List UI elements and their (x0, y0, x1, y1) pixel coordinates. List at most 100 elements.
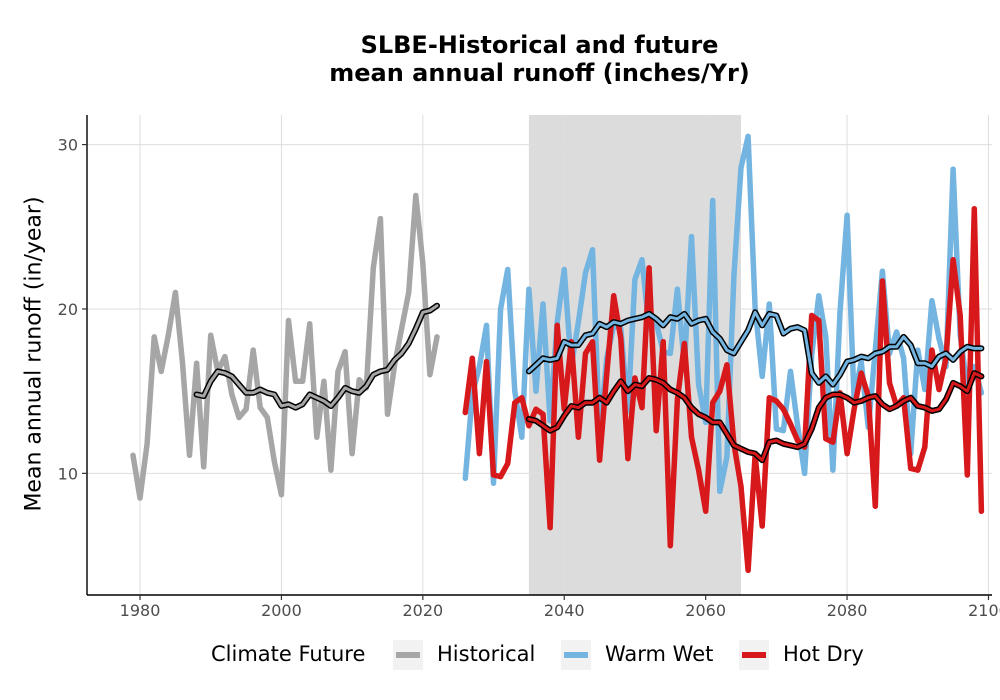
data-point-hot-dry (483, 359, 490, 365)
data-point-hot-dry (554, 322, 560, 328)
data-point-historical (151, 334, 157, 340)
data-point-hot-dry (830, 439, 836, 445)
data-point-warm-wet (526, 286, 532, 292)
data-point-historical (370, 265, 376, 271)
data-point-hot-dry (872, 503, 878, 509)
data-point-hot-dry (710, 400, 716, 406)
data-point-historical (201, 464, 207, 470)
data-point-warm-wet (823, 334, 829, 340)
data-point-hot-dry (738, 483, 744, 490)
data-point-historical (271, 459, 277, 465)
data-point-hot-dry (582, 350, 589, 356)
data-point-historical (278, 492, 284, 498)
legend-label-historical: Historical (437, 642, 536, 666)
data-point-hot-dry (809, 312, 815, 319)
data-point-historical (413, 192, 419, 199)
data-point-hot-dry (957, 312, 963, 319)
data-point-warm-wet (759, 373, 765, 379)
data-point-hot-dry (787, 421, 794, 427)
data-point-historical (377, 216, 383, 222)
legend-swatch (742, 652, 766, 658)
data-point-warm-wet (936, 336, 942, 342)
data-point-historical (384, 411, 391, 417)
data-point-historical (222, 354, 228, 360)
data-point-warm-wet (688, 234, 695, 240)
data-point-hot-dry (950, 257, 956, 263)
data-point-hot-dry (816, 317, 822, 324)
data-point-hot-dry (575, 434, 582, 440)
data-point-hot-dry (858, 370, 864, 376)
data-point-historical (186, 452, 193, 458)
data-point-hot-dry (681, 340, 688, 347)
data-point-hot-dry (773, 398, 780, 404)
data-point-hot-dry (547, 525, 553, 531)
data-point-warm-wet (724, 454, 730, 460)
data-point-historical (434, 334, 440, 340)
data-point-hot-dry (823, 436, 829, 442)
data-point-hot-dry (533, 406, 539, 412)
data-point-hot-dry (674, 396, 681, 402)
legend-key-historical (393, 640, 423, 670)
data-point-historical (349, 451, 355, 457)
data-point-hot-dry (936, 386, 942, 393)
data-point-historical (243, 406, 249, 412)
data-point-hot-dry (618, 336, 624, 342)
data-point-hot-dry (646, 265, 652, 271)
data-point-historical (293, 378, 299, 384)
data-point-warm-wet (901, 355, 907, 361)
y-tick-label: 30 (58, 136, 78, 155)
data-point-warm-wet (830, 467, 836, 473)
data-point-historical (236, 414, 242, 421)
data-point-warm-wet (498, 306, 504, 312)
data-point-warm-wet (816, 293, 822, 299)
x-tick-label: 2000 (261, 601, 302, 620)
data-point-warm-wet (802, 470, 808, 476)
data-point-warm-wet (589, 247, 596, 253)
data-point-historical (328, 467, 334, 473)
data-point-warm-wet (773, 426, 780, 432)
data-point-warm-wet (476, 363, 482, 370)
data-point-hot-dry (653, 428, 659, 434)
data-point-historical (165, 332, 171, 338)
data-point-historical (399, 326, 405, 332)
data-point-hot-dry (922, 444, 928, 450)
x-tick-label: 2080 (827, 601, 868, 620)
data-point-hot-dry (717, 388, 723, 394)
data-point-historical (179, 359, 185, 365)
data-point-historical (314, 434, 320, 440)
x-tick-label: 2100 (968, 601, 1000, 620)
data-point-warm-wet (462, 475, 468, 481)
data-point-historical (406, 289, 412, 296)
data-point-hot-dry (625, 456, 631, 462)
data-point-historical (172, 289, 178, 296)
data-point-hot-dry (971, 206, 977, 212)
data-point-hot-dry (759, 523, 765, 529)
data-point-historical (208, 332, 214, 338)
data-point-hot-dry (696, 467, 702, 473)
data-point-historical (307, 321, 313, 327)
data-point-warm-wet (894, 329, 900, 335)
data-point-historical (321, 378, 327, 384)
data-point-hot-dry (589, 339, 596, 345)
data-point-hot-dry (908, 465, 914, 471)
data-point-hot-dry (844, 451, 850, 457)
y-tick-label: 10 (58, 464, 78, 483)
data-point-warm-wet (483, 322, 490, 328)
data-point-warm-wet (582, 270, 589, 276)
data-point-warm-wet (505, 266, 511, 273)
series-line-hot-dry (462, 205, 985, 574)
data-point-warm-wet (717, 488, 723, 494)
data-point-hot-dry (667, 543, 673, 549)
data-point-warm-wet (512, 388, 518, 394)
data-point-hot-dry (851, 406, 857, 412)
data-point-warm-wet (787, 368, 794, 374)
data-point-warm-wet (844, 212, 850, 218)
data-point-hot-dry (476, 451, 482, 457)
legend-title: Climate Future (211, 642, 366, 666)
data-point-hot-dry (915, 467, 921, 473)
data-point-historical (194, 360, 200, 366)
data-point-hot-dry (540, 411, 546, 417)
data-point-warm-wet (879, 268, 886, 274)
data-point-warm-wet (745, 133, 751, 139)
